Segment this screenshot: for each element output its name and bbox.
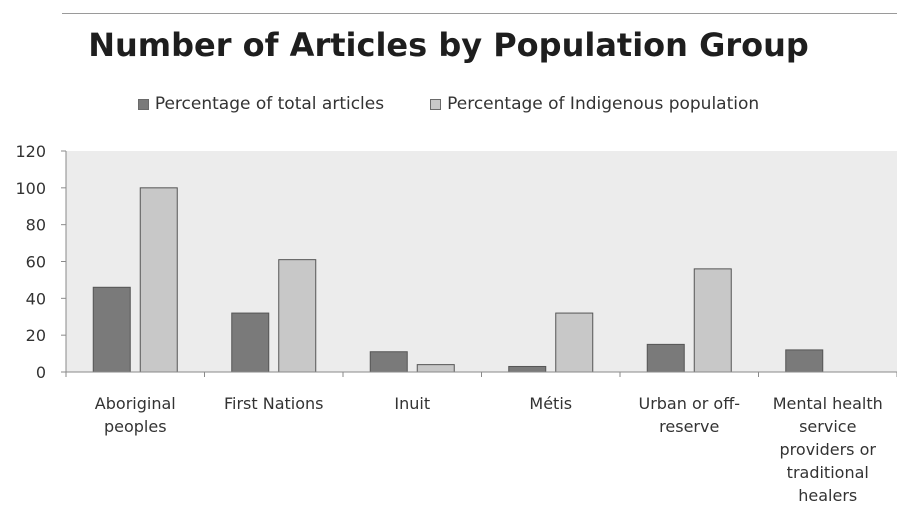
bar-series-1-cat-6	[785, 349, 824, 373]
bar-series-2-cat-3	[416, 364, 455, 373]
y-tick-label: 20	[26, 326, 46, 345]
legend-item-series-1: Percentage of total articles	[137, 94, 385, 114]
x-tick-label-line: Aboriginal	[95, 394, 176, 413]
x-tick-label-line: Mental health	[773, 394, 883, 413]
x-tick-label-line: reserve	[659, 417, 719, 436]
bar-series-2-cat-1	[139, 187, 178, 373]
x-tick-label-line: Inuit	[394, 394, 430, 413]
bar-series-1-cat-2	[231, 312, 270, 373]
bar-series-2-cat-4	[555, 312, 594, 373]
bar-series-1-cat-5	[646, 343, 685, 373]
legend-label-series-1: Percentage of total articles	[154, 94, 385, 114]
x-tick-label-line: healers	[798, 486, 857, 505]
x-tick-label-line: traditional	[787, 463, 869, 482]
x-tick-label-line: service	[799, 417, 856, 436]
x-tick-label-line: providers or	[780, 440, 877, 459]
y-tick-label: 100	[15, 179, 46, 198]
chart-title: Number of Articles by Population Group	[88, 26, 809, 64]
x-tick-label-5: Urban or off-reserve	[638, 394, 740, 436]
bar-series-2-cat-2	[278, 259, 317, 373]
legend-swatch-series-2	[430, 98, 442, 110]
legend: Percentage of total articles Percentage …	[0, 94, 897, 114]
y-tick-label: 60	[26, 253, 46, 272]
axes	[61, 150, 897, 377]
x-tick-label-line: Urban or off-	[638, 394, 740, 413]
x-tick-label-2: First Nations	[224, 394, 324, 413]
x-tick-label-line: First Nations	[224, 394, 324, 413]
y-tick-label: 0	[36, 363, 46, 382]
axis-labels: Aboriginal peoples First Nations Inuit Métis…	[15, 142, 882, 505]
plot-area	[66, 151, 897, 372]
legend-swatch-series-1	[137, 98, 149, 110]
legend-label-series-2: Percentage of Indigenous population	[447, 94, 760, 114]
x-tick-label-4: Métis	[529, 394, 572, 413]
bar-series-1-cat-3	[369, 351, 408, 373]
bar-series-1-cat-1	[92, 286, 131, 373]
top-divider	[62, 13, 897, 14]
y-tick-label: 40	[26, 289, 46, 308]
x-tick-label-6: Mental health service providers or traditio…	[773, 394, 883, 505]
x-tick-label-line: Métis	[529, 394, 572, 413]
x-tick-label-line: peoples	[104, 417, 167, 436]
bar-series-2-cat-5	[693, 268, 732, 373]
y-tick-label: 80	[26, 216, 46, 235]
x-tick-label-1: Aboriginal peoples	[95, 394, 176, 436]
legend-item-series-2: Percentage of Indigenous population	[430, 94, 759, 114]
x-tick-label-3: Inuit	[394, 394, 430, 413]
y-tick-label: 120	[15, 142, 46, 161]
bar-series-1-cat-4	[508, 365, 547, 373]
